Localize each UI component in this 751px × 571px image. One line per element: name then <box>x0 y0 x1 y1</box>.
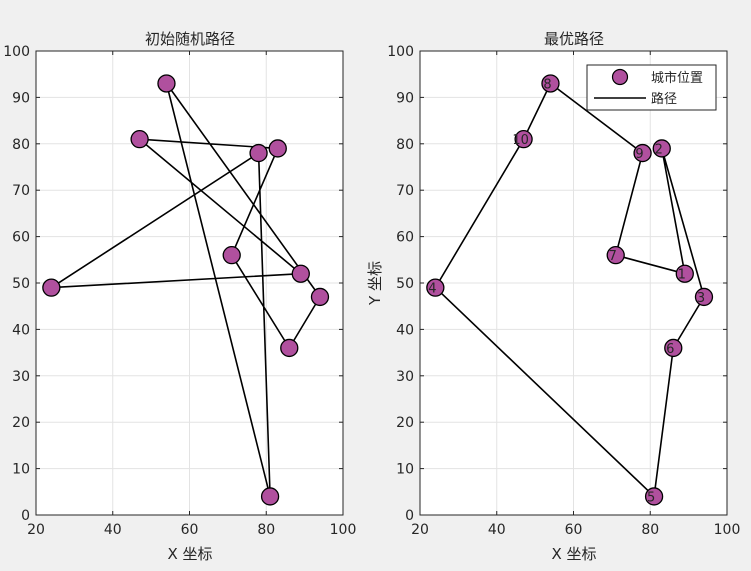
plot-area: 1 2 3 4 5 6 7 8 9 10 20 40 60 80 100 0 10 20 30 40 50 60 70 80 9… <box>387 44 740 538</box>
city-label: 7 <box>609 249 617 264</box>
legend: 城市位置 路径 <box>586 64 717 111</box>
city-label: 4 <box>428 282 436 297</box>
chart-title: 最优路径 <box>544 30 604 48</box>
legend-label-path: 路径 <box>651 91 677 107</box>
x-tick-label: 20 <box>27 522 45 538</box>
y-tick-label: 60 <box>12 230 30 246</box>
x-tick-label: 80 <box>641 522 659 538</box>
city-marker <box>694 287 714 307</box>
y-tick-label: 30 <box>12 369 30 385</box>
y-tick-label: 90 <box>12 90 30 106</box>
chart-optimal-route: 最优路径 X 坐标 Y 坐标 1 2 3 4 5 6 7 8 9 10 20 40 60 80 100 0 10… <box>366 30 740 563</box>
chart-title: 初始随机路径 <box>145 30 235 48</box>
city-label: 9 <box>635 147 643 162</box>
city-marker <box>310 287 330 307</box>
city-label: 8 <box>543 77 551 92</box>
y-tick-label: 50 <box>396 276 414 292</box>
city-label: 5 <box>647 490 655 505</box>
city-label: 2 <box>655 142 663 157</box>
y-tick-label: 0 <box>405 508 414 524</box>
x-axis-label: X 坐标 <box>167 545 212 563</box>
y-tick-label: 40 <box>12 322 30 338</box>
city-marker <box>222 246 241 265</box>
city-label: 1 <box>678 268 686 283</box>
y-tick-label: 100 <box>387 44 414 60</box>
y-tick-label: 70 <box>12 183 30 199</box>
legend-marker-city <box>611 68 629 86</box>
x-tick-label: 40 <box>488 522 506 538</box>
y-tick-label: 80 <box>396 137 414 153</box>
x-tick-label: 40 <box>104 522 122 538</box>
city-marker <box>652 139 671 158</box>
y-tick-label: 10 <box>12 462 30 478</box>
y-tick-label: 80 <box>12 137 30 153</box>
city-marker <box>130 130 149 149</box>
x-tick-label: 80 <box>257 522 275 538</box>
city-marker <box>268 139 287 158</box>
y-tick-label: 40 <box>396 322 414 338</box>
x-tick-label: 60 <box>181 522 199 538</box>
y-tick-label: 30 <box>396 369 414 385</box>
city-marker <box>514 130 533 149</box>
y-tick-label: 100 <box>3 44 30 60</box>
city-marker <box>606 246 625 265</box>
city-marker <box>541 74 560 93</box>
city-marker <box>42 278 61 297</box>
y-tick-label: 70 <box>396 183 414 199</box>
legend-box <box>586 64 717 111</box>
x-tick-label: 20 <box>411 522 429 538</box>
city-marker <box>675 264 694 283</box>
city-label: 10 <box>512 133 529 148</box>
city-marker <box>260 487 280 506</box>
y-tick-label: 50 <box>12 276 30 292</box>
x-tick-label: 100 <box>714 522 741 538</box>
city-marker <box>633 143 652 163</box>
x-tick-label: 60 <box>565 522 583 538</box>
x-tick-label: 100 <box>330 522 357 538</box>
city-label: 3 <box>697 291 705 306</box>
city-marker <box>157 74 176 93</box>
y-tick-label: 0 <box>21 508 30 524</box>
legend-label-cities: 城市位置 <box>651 70 703 86</box>
y-tick-label: 90 <box>396 90 414 106</box>
city-label: 6 <box>666 342 674 357</box>
city-marker <box>426 278 445 297</box>
y-tick-label: 10 <box>396 462 414 478</box>
city-marker <box>280 338 299 358</box>
city-marker <box>644 487 664 506</box>
chart-initial-route: 初始随机路径 X 坐标 20 40 60 80 100 0 10 20 30 40 50 60 70 80… <box>3 30 356 563</box>
city-marker <box>291 264 310 283</box>
y-tick-label: 20 <box>12 415 30 431</box>
y-axis-label: Y 坐标 <box>366 261 384 306</box>
y-tick-label: 60 <box>396 230 414 246</box>
y-tick-label: 20 <box>396 415 414 431</box>
x-axis-label: X 坐标 <box>551 545 596 563</box>
city-marker <box>664 338 683 358</box>
city-marker <box>249 143 268 163</box>
plot-area: 20 40 60 80 100 0 10 20 30 40 50 60 70 80 90 100 <box>3 44 356 538</box>
